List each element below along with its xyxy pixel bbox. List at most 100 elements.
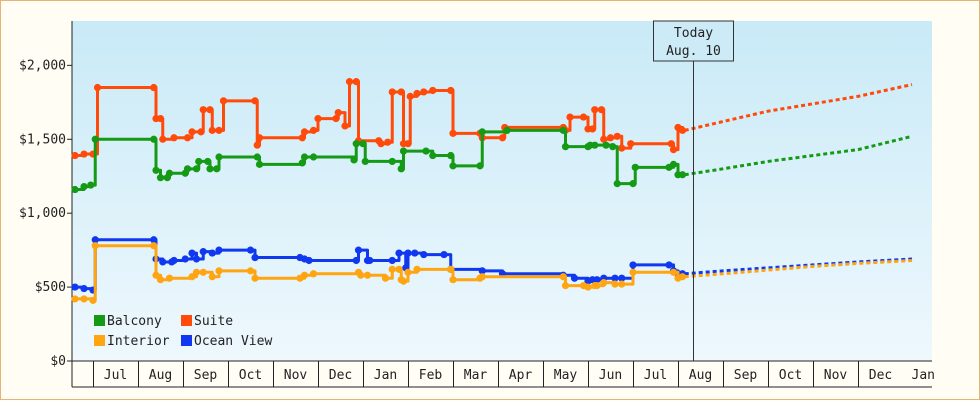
series-layer bbox=[71, 78, 913, 304]
data-point bbox=[629, 268, 637, 276]
data-point bbox=[345, 78, 354, 86]
data-point bbox=[215, 153, 223, 161]
data-point bbox=[199, 248, 207, 256]
data-point bbox=[206, 106, 214, 114]
today-box bbox=[653, 20, 734, 62]
data-point bbox=[395, 249, 403, 257]
y-tick-label: $500 bbox=[35, 280, 66, 295]
data-point bbox=[165, 169, 174, 177]
data-point bbox=[600, 135, 608, 143]
data-point bbox=[388, 88, 396, 96]
data-point bbox=[215, 267, 223, 275]
data-point bbox=[429, 86, 437, 95]
data-point bbox=[298, 159, 306, 167]
data-point bbox=[678, 171, 687, 179]
data-point bbox=[570, 274, 579, 282]
legend-swatch bbox=[181, 335, 192, 346]
legend-label: Ocean View bbox=[194, 334, 272, 349]
data-point bbox=[593, 276, 601, 284]
today-marker: Today Aug. 10 bbox=[653, 20, 734, 361]
x-tick-label: Aug bbox=[149, 368, 172, 383]
data-point bbox=[152, 166, 160, 174]
data-point bbox=[388, 157, 396, 166]
data-point bbox=[192, 255, 201, 263]
data-point bbox=[208, 249, 216, 257]
data-point bbox=[397, 165, 405, 173]
data-point bbox=[183, 134, 192, 142]
data-point bbox=[447, 265, 455, 273]
data-point bbox=[399, 277, 408, 285]
data-point bbox=[80, 295, 88, 303]
x-tick-label: Oct bbox=[239, 368, 262, 383]
data-point bbox=[397, 88, 405, 96]
data-point bbox=[606, 134, 615, 142]
data-point bbox=[170, 134, 178, 142]
data-point bbox=[597, 106, 606, 114]
y-tick-label: $2,000 bbox=[19, 58, 66, 73]
data-point bbox=[669, 160, 678, 168]
data-point bbox=[678, 273, 687, 281]
data-point bbox=[208, 273, 216, 281]
data-point bbox=[388, 265, 396, 273]
data-point bbox=[309, 126, 318, 134]
data-point bbox=[627, 140, 635, 148]
data-point bbox=[449, 162, 457, 170]
legend-swatch bbox=[181, 315, 192, 326]
data-point bbox=[156, 114, 165, 123]
data-point bbox=[334, 109, 342, 117]
x-tick-label: Oct bbox=[779, 368, 802, 383]
data-point bbox=[208, 126, 216, 134]
x-tick-label: Jun bbox=[599, 368, 622, 383]
data-point bbox=[156, 174, 165, 182]
data-point bbox=[341, 122, 349, 130]
data-point bbox=[629, 180, 637, 188]
data-point bbox=[447, 86, 455, 95]
data-point bbox=[618, 274, 626, 282]
today-label: Today bbox=[674, 26, 713, 41]
data-point bbox=[305, 256, 313, 265]
data-point bbox=[197, 128, 205, 136]
data-point bbox=[366, 256, 374, 265]
forecast-line bbox=[684, 134, 913, 177]
x-tick-label: Nov bbox=[284, 368, 308, 383]
series-balcony bbox=[71, 126, 913, 194]
data-point bbox=[613, 180, 621, 188]
x-tick-label: Jan bbox=[912, 368, 935, 383]
data-point bbox=[213, 165, 221, 173]
data-point bbox=[156, 276, 165, 284]
data-point bbox=[449, 129, 457, 137]
axes: $0 $500 $1,000 $1,500 $2,000 Jul Aug Sep Oct Nov D… bbox=[19, 21, 935, 388]
data-point bbox=[251, 274, 259, 282]
data-point bbox=[93, 83, 102, 92]
legend: Balcony Suite Interior Ocean View bbox=[94, 314, 272, 349]
data-point bbox=[561, 143, 570, 151]
data-point bbox=[667, 140, 675, 148]
data-point bbox=[298, 134, 306, 142]
data-point bbox=[498, 134, 507, 142]
data-point bbox=[246, 267, 255, 275]
data-point bbox=[159, 135, 167, 143]
x-tick-label: Jan bbox=[374, 368, 397, 383]
data-point bbox=[91, 242, 99, 250]
x-tick-label: Aug bbox=[689, 368, 712, 383]
data-point bbox=[609, 143, 617, 151]
data-point bbox=[219, 97, 228, 105]
series-interior bbox=[71, 242, 913, 304]
forecast-line bbox=[684, 258, 913, 279]
data-point bbox=[165, 274, 174, 282]
x-tick-label: May bbox=[554, 368, 578, 383]
data-point bbox=[215, 246, 223, 254]
forecast-line bbox=[684, 83, 913, 132]
data-point bbox=[188, 128, 196, 136]
x-tick-label: Dec bbox=[329, 368, 352, 383]
data-point bbox=[503, 126, 511, 134]
data-point bbox=[170, 256, 178, 265]
data-point bbox=[150, 135, 158, 143]
data-point bbox=[561, 282, 570, 290]
data-point bbox=[192, 165, 201, 173]
data-point bbox=[600, 279, 608, 287]
data-point bbox=[388, 256, 396, 265]
data-point bbox=[395, 265, 403, 273]
data-point bbox=[399, 147, 408, 155]
